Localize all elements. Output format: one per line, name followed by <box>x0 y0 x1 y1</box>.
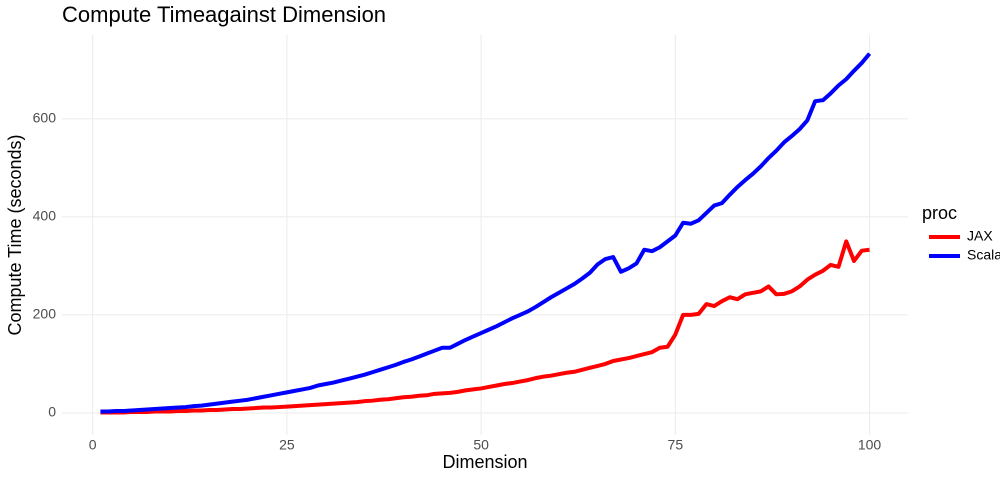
y-tick-label: 400 <box>33 208 57 224</box>
x-tick-label: 0 <box>89 437 97 453</box>
x-tick-label: 100 <box>858 437 882 453</box>
x-axis-label: Dimension <box>442 452 527 472</box>
line-series <box>100 239 870 415</box>
legend-label: Scala <box>967 247 1000 263</box>
y-tick-label: 600 <box>33 110 57 126</box>
legend-label: JAX <box>967 228 993 244</box>
chart-title: Compute Timeagainst Dimension <box>62 2 386 27</box>
legend-title: proc <box>922 203 957 223</box>
x-tick-label: 25 <box>279 437 295 453</box>
y-tick-label: 200 <box>33 306 57 322</box>
y-axis-label: Compute Time (seconds) <box>5 134 25 335</box>
x-tick-label: 75 <box>668 437 684 453</box>
y-tick-label: 0 <box>48 404 56 420</box>
line-series <box>100 52 872 414</box>
x-tick-label: 50 <box>473 437 489 453</box>
